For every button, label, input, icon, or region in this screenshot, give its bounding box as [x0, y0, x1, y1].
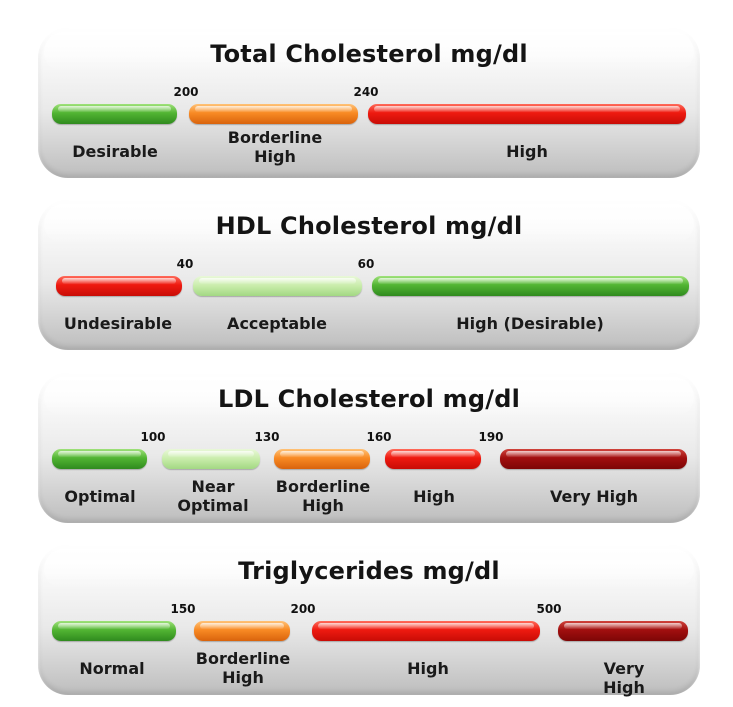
tick-label: 60	[357, 257, 375, 271]
tick-label: 500	[536, 602, 562, 616]
tick-label: 200	[173, 85, 199, 99]
triglycerides-panel: Triglycerides mg/dl 150 200 500 Normal B…	[38, 545, 700, 697]
segment-label: Very High	[550, 487, 638, 506]
hdl-cholesterol-panel: HDL Cholesterol mg/dl 40 60 Undesirable …	[38, 200, 700, 350]
segment-bar-desirable	[52, 104, 177, 124]
segment-label: Normal	[79, 659, 145, 678]
segment-bar-very-high	[500, 449, 687, 469]
tick-label: 240	[353, 85, 379, 99]
panel-title: Total Cholesterol mg/dl	[210, 40, 528, 68]
segment-label: High (Desirable)	[456, 314, 604, 333]
segment-label: Undesirable	[63, 314, 173, 333]
panel-title: Triglycerides mg/dl	[238, 557, 500, 585]
segment-label: Acceptable	[227, 314, 327, 333]
tick-label: 190	[478, 430, 504, 444]
segment-label: Desirable	[72, 142, 158, 161]
segment-label: Optimal	[64, 487, 136, 506]
ldl-cholesterol-panel: LDL Cholesterol mg/dl 100 130 160 190 Op…	[38, 373, 700, 523]
segment-label: Borderline High	[227, 128, 323, 166]
segment-bar-high	[312, 621, 540, 641]
panel-title: HDL Cholesterol mg/dl	[215, 212, 523, 240]
segment-bar-high	[385, 449, 481, 469]
tick-label: 40	[176, 257, 194, 271]
segment-label: Borderline High	[195, 649, 291, 687]
panel-title: LDL Cholesterol mg/dl	[217, 385, 521, 413]
segment-label: Borderline High	[275, 477, 371, 515]
segment-bar-very-high	[558, 621, 688, 641]
segment-bar-acceptable	[193, 276, 362, 296]
segment-label: Near Optimal	[177, 477, 249, 515]
segment-bar-high-desirable	[372, 276, 689, 296]
segment-bar-optimal	[52, 449, 147, 469]
tick-label: 150	[170, 602, 196, 616]
segment-label: Very High	[603, 659, 645, 697]
segment-bar-normal	[52, 621, 176, 641]
segment-bar-high	[368, 104, 686, 124]
segment-bar-borderline-high	[189, 104, 358, 124]
segment-bar-near-optimal	[162, 449, 260, 469]
segment-label: High	[407, 659, 449, 678]
segment-bar-undesirable	[56, 276, 182, 296]
tick-label: 200	[290, 602, 316, 616]
segment-label: High	[506, 142, 548, 161]
tick-label: 130	[254, 430, 280, 444]
total-cholesterol-panel: Total Cholesterol mg/dl 200 240 Desirabl…	[38, 28, 700, 178]
segment-label: High	[413, 487, 455, 506]
tick-label: 160	[366, 430, 392, 444]
tick-label: 100	[140, 430, 166, 444]
segment-bar-borderline-high	[274, 449, 370, 469]
segment-bar-borderline-high	[194, 621, 290, 641]
